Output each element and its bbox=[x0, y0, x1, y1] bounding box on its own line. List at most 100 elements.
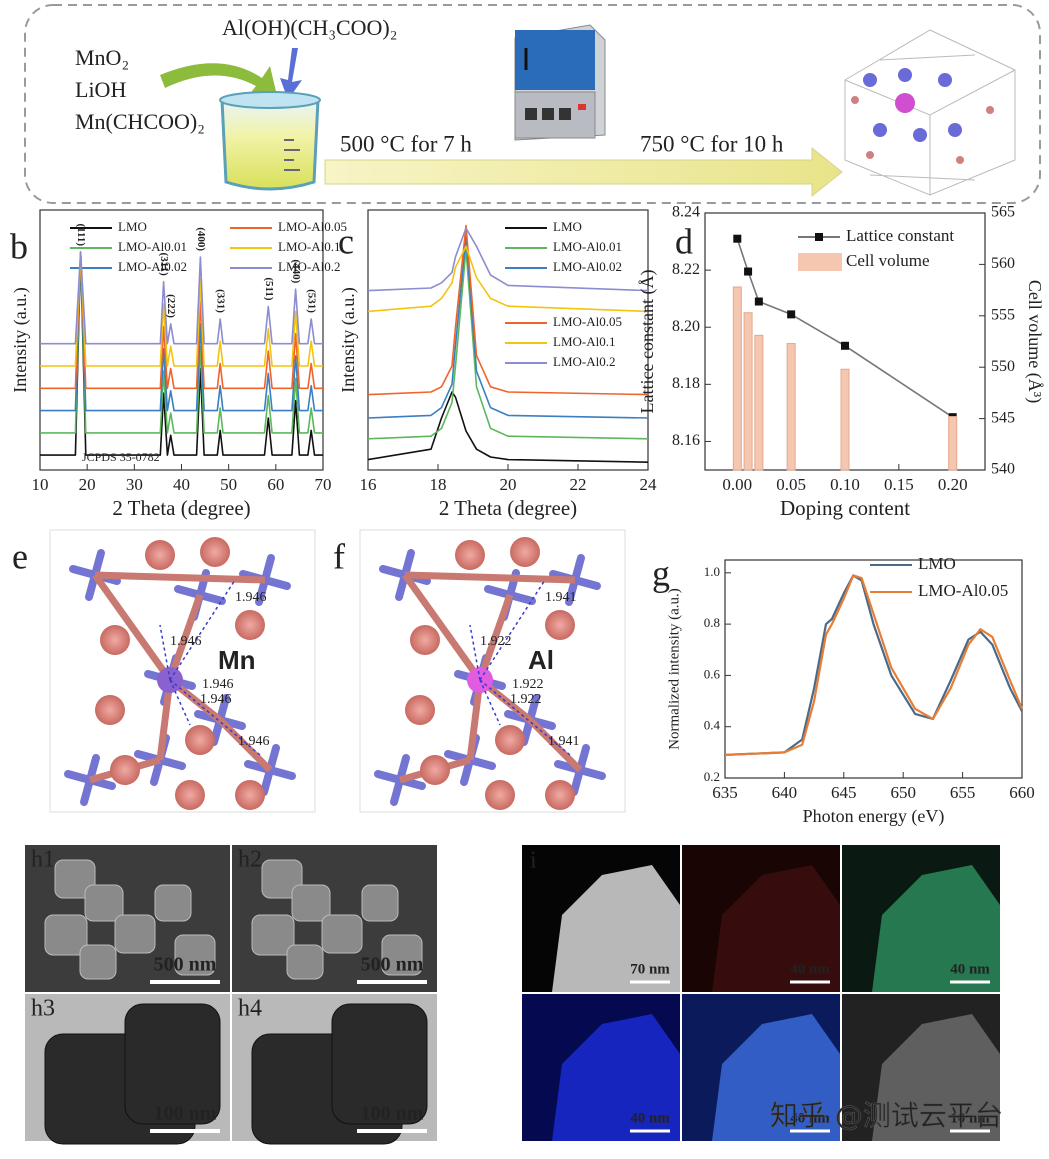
y-tick-label: 0.8 bbox=[704, 615, 720, 630]
reagent: LiOH bbox=[75, 77, 126, 102]
x-tick-label: 0.20 bbox=[938, 475, 968, 494]
bond-length: 1.922 bbox=[480, 634, 512, 649]
scale-label: 40 nm bbox=[630, 1110, 670, 1126]
particle-sem bbox=[79, 944, 117, 980]
x-tick-label: 16 bbox=[360, 475, 377, 494]
legend-label: LMO-Al0.02 bbox=[118, 259, 187, 274]
legend-label: LMO-Al0.2 bbox=[553, 354, 615, 369]
scale-label: 10 nm bbox=[950, 1110, 990, 1126]
y-axis-label: Normalized intensity (a.u.) bbox=[666, 588, 682, 750]
arrow bbox=[280, 48, 302, 100]
series-line bbox=[736, 238, 954, 418]
particle-sem bbox=[261, 859, 303, 899]
y2-tick-label: 550 bbox=[991, 358, 1015, 375]
panel-label: h4 bbox=[238, 996, 262, 1022]
bond-rod bbox=[92, 572, 173, 683]
y-tick-label: 0.2 bbox=[704, 769, 720, 784]
cell-edge bbox=[844, 29, 1016, 196]
series-line bbox=[367, 224, 649, 396]
particle-sem bbox=[84, 884, 124, 922]
peak-label: (440) bbox=[290, 259, 302, 283]
x-axis-label: Doping content bbox=[780, 496, 910, 520]
peak-label: (531) bbox=[306, 289, 318, 313]
bond-rod bbox=[404, 571, 576, 584]
x-tick-label: 650 bbox=[890, 783, 916, 802]
scale-label: 40 nm bbox=[790, 1110, 830, 1126]
x-tick-label: 30 bbox=[126, 475, 143, 494]
reagent: Mn(CHCOO)₂ bbox=[75, 109, 205, 134]
furnace bbox=[514, 24, 606, 141]
scale-label: 500 nm bbox=[154, 954, 217, 976]
x-tick-label: 635 bbox=[712, 783, 738, 802]
legend-label: LMO-Al0.2 bbox=[278, 259, 340, 274]
x-tick-label: 22 bbox=[570, 475, 587, 494]
bond-rod bbox=[94, 571, 266, 584]
series-line bbox=[367, 245, 649, 313]
panel-label: h3 bbox=[31, 996, 55, 1022]
beaker-scale bbox=[284, 139, 300, 171]
beaker-rim bbox=[219, 91, 321, 109]
panel-label: f bbox=[333, 536, 345, 576]
scale-label: 40 nm bbox=[950, 961, 990, 977]
atom bbox=[948, 123, 962, 137]
y-tick-label: 0.4 bbox=[704, 718, 721, 733]
legend-label: LMO bbox=[918, 554, 956, 573]
bond-rod bbox=[166, 593, 204, 682]
x-tick-label: 70 bbox=[315, 475, 332, 494]
schematic-frame bbox=[24, 4, 1041, 204]
series-line bbox=[40, 251, 323, 434]
oxygen-atom bbox=[510, 537, 540, 567]
x-tick-label: 0.10 bbox=[830, 475, 860, 494]
x-tick-label: 660 bbox=[1009, 783, 1035, 802]
series-line bbox=[367, 235, 649, 419]
atom bbox=[866, 151, 874, 159]
crystal bbox=[844, 29, 1016, 196]
particle-sem bbox=[44, 914, 88, 956]
panel-label: d bbox=[675, 221, 693, 261]
bond-length: 1.922 bbox=[510, 692, 542, 707]
y2-tick-label: 540 bbox=[991, 461, 1015, 478]
oxygen-atom bbox=[235, 610, 265, 640]
bond-rod bbox=[402, 572, 483, 683]
point bbox=[841, 341, 849, 350]
reagent: MnO₂ bbox=[75, 45, 129, 70]
bond-length: 1.941 bbox=[548, 734, 580, 749]
step-label: 750 °C for 10 h bbox=[640, 131, 784, 156]
legend-label: Lattice constant bbox=[846, 226, 954, 245]
bond-rod bbox=[571, 554, 585, 584]
bar bbox=[948, 416, 958, 471]
arrow bbox=[160, 63, 278, 100]
series-line bbox=[367, 391, 649, 463]
legend-label: LMO-Al0.05 bbox=[553, 314, 622, 329]
particle-sem bbox=[321, 914, 363, 954]
scale-label: 100 nm bbox=[361, 1103, 424, 1125]
legend-label: LMO-Al0.01 bbox=[118, 239, 187, 254]
y-tick-label: 8.24 bbox=[672, 204, 700, 221]
step-label: 500 °C for 7 h bbox=[340, 131, 472, 156]
particle-map bbox=[552, 865, 680, 992]
series-line bbox=[40, 251, 323, 456]
series-line bbox=[724, 574, 1024, 756]
bond-length: 1.946 bbox=[170, 634, 202, 649]
bond-rod bbox=[401, 549, 415, 579]
panel-label: g bbox=[652, 553, 670, 593]
legend-label: LMO-Al0.1 bbox=[278, 239, 340, 254]
series-line bbox=[40, 251, 323, 390]
oxygen-atom bbox=[185, 725, 215, 755]
point bbox=[744, 267, 753, 276]
y-axis-label: Intensity (a.u.) bbox=[338, 287, 359, 392]
series-line bbox=[40, 251, 323, 412]
structure bbox=[374, 537, 606, 810]
furnace-door bbox=[515, 30, 595, 90]
plot-frame bbox=[724, 559, 1023, 779]
scale-label: 40 nm bbox=[790, 961, 830, 977]
y2-tick-label: 565 bbox=[991, 204, 1015, 221]
bond-length: 1.946 bbox=[235, 590, 267, 605]
oxygen-atom bbox=[410, 625, 440, 655]
oxygen-atom bbox=[200, 537, 230, 567]
bond-length: 1.922 bbox=[512, 677, 544, 692]
peak-label: (111) bbox=[75, 223, 87, 246]
oxygen-atom bbox=[545, 780, 575, 810]
watermark: 知乎 @测试云平台 bbox=[770, 1099, 1003, 1132]
oxygen-atom bbox=[110, 755, 140, 785]
